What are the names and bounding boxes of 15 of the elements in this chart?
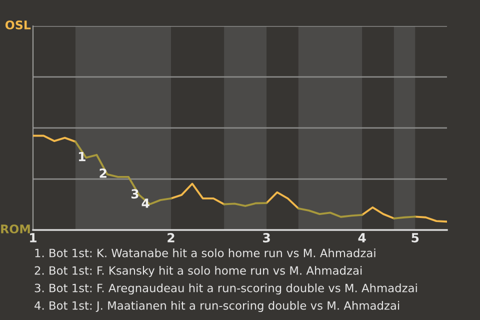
text: ROM [1, 224, 30, 234]
text: 2. Bot 1st: F. Ksansky hit a solo home run vs M. Ahmadzai [34, 266, 362, 278]
x-tick-label: 4 [358, 233, 366, 242]
x-tick-label: 1 [30, 233, 36, 242]
x-tick-label: 5 [412, 233, 419, 242]
annotation: 4 [142, 198, 150, 208]
annotation: 3 [131, 189, 138, 199]
text: OSL [5, 20, 31, 30]
annotation: 1 [78, 152, 86, 162]
text: 3. Bot 1st: F. Aregnaudeau hit a run-scoring double vs M. Ahmadzai [34, 283, 417, 295]
text: 4. Bot 1st: J. Maatianen hit a run-scoring double vs M. Ahmadzai [34, 300, 400, 312]
text: 1. Bot 1st: K. Watanabe hit a solo home run vs M. Ahmadzai [35, 248, 376, 258]
x-tick-label: 3 [263, 233, 270, 242]
x-tick-label: 2 [168, 233, 174, 242]
annotation: 2 [100, 168, 106, 178]
